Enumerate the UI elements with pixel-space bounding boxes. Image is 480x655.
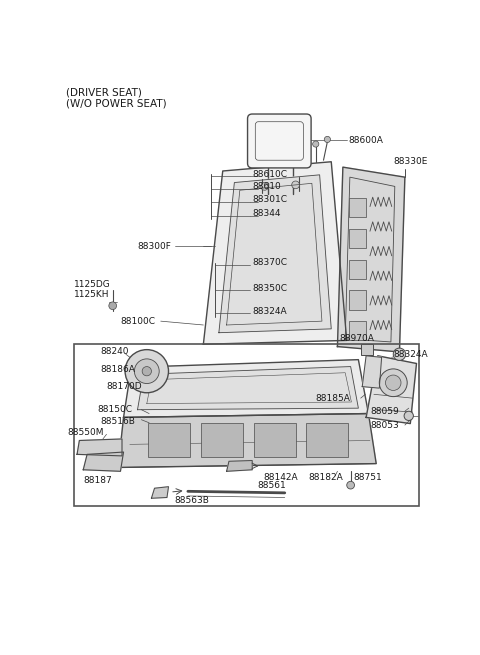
Text: 88170D: 88170D — [107, 382, 142, 391]
Text: 88053: 88053 — [370, 421, 399, 430]
FancyBboxPatch shape — [349, 290, 366, 310]
Text: 88300F: 88300F — [137, 242, 171, 251]
Polygon shape — [118, 413, 376, 468]
Text: 88970A: 88970A — [339, 334, 374, 343]
Text: 88610C: 88610C — [252, 170, 287, 179]
Text: 88561: 88561 — [258, 481, 287, 490]
FancyBboxPatch shape — [201, 422, 243, 457]
Text: 88059: 88059 — [370, 407, 399, 416]
Circle shape — [404, 411, 413, 421]
Text: 88100C: 88100C — [120, 316, 156, 326]
Circle shape — [385, 375, 401, 390]
Text: 88185A: 88185A — [316, 394, 350, 403]
FancyBboxPatch shape — [306, 422, 348, 457]
Circle shape — [261, 183, 268, 190]
Polygon shape — [77, 439, 122, 456]
Polygon shape — [152, 487, 168, 498]
Text: 88324A: 88324A — [393, 350, 428, 359]
Circle shape — [125, 350, 168, 393]
Text: 88330E: 88330E — [393, 157, 428, 166]
Polygon shape — [227, 460, 252, 472]
Text: 88610: 88610 — [252, 182, 281, 191]
Polygon shape — [204, 162, 347, 345]
Polygon shape — [83, 452, 123, 472]
Text: 88186A: 88186A — [100, 365, 135, 374]
Polygon shape — [337, 167, 405, 352]
FancyBboxPatch shape — [349, 259, 366, 279]
Polygon shape — [362, 356, 382, 388]
Text: (W/O POWER SEAT): (W/O POWER SEAT) — [66, 98, 167, 108]
Polygon shape — [137, 367, 359, 409]
FancyBboxPatch shape — [148, 422, 190, 457]
Text: 88182A: 88182A — [308, 473, 343, 482]
Text: 88370C: 88370C — [252, 258, 287, 267]
Text: 88142A: 88142A — [263, 473, 298, 482]
Polygon shape — [366, 356, 417, 424]
Polygon shape — [123, 360, 369, 417]
Text: 88240: 88240 — [100, 347, 129, 356]
Circle shape — [142, 367, 152, 376]
Text: 88516B: 88516B — [100, 417, 135, 426]
Text: 88301C: 88301C — [252, 195, 287, 204]
Text: 88150C: 88150C — [97, 405, 132, 414]
FancyBboxPatch shape — [349, 198, 366, 217]
Circle shape — [347, 481, 355, 489]
Text: (DRIVER SEAT): (DRIVER SEAT) — [66, 88, 142, 98]
Text: 88600A: 88600A — [348, 136, 383, 145]
Circle shape — [379, 369, 407, 397]
Text: 88550M: 88550M — [68, 428, 104, 438]
Text: 88350C: 88350C — [252, 284, 287, 293]
Text: 88563B: 88563B — [175, 496, 210, 505]
Polygon shape — [219, 175, 331, 333]
Circle shape — [393, 348, 406, 360]
Text: 88187: 88187 — [83, 476, 112, 485]
Text: 1125DG: 1125DG — [74, 280, 111, 290]
Text: 88751: 88751 — [353, 473, 382, 482]
Circle shape — [292, 181, 300, 189]
Text: 1125KH: 1125KH — [74, 290, 109, 299]
Circle shape — [324, 136, 330, 143]
FancyBboxPatch shape — [349, 229, 366, 248]
FancyBboxPatch shape — [360, 345, 373, 355]
Circle shape — [312, 141, 319, 147]
Text: 88344: 88344 — [252, 209, 281, 218]
Circle shape — [134, 359, 159, 384]
FancyBboxPatch shape — [254, 422, 296, 457]
Circle shape — [109, 302, 117, 310]
Text: 88324A: 88324A — [252, 307, 287, 316]
FancyBboxPatch shape — [248, 114, 311, 168]
FancyBboxPatch shape — [349, 321, 366, 341]
